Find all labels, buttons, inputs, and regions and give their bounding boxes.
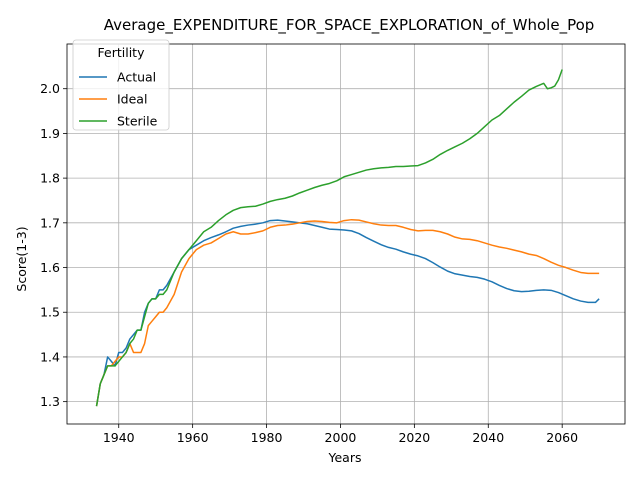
legend-label-actual: Actual — [117, 70, 156, 85]
y-tick-label: 1.7 — [40, 215, 60, 230]
series-line-ideal — [95, 218, 600, 407]
plot-frame — [66, 43, 626, 425]
legend-title: Fertility — [98, 45, 146, 60]
y-tick-label: 1.5 — [40, 305, 60, 320]
legend-label-sterile: Sterile — [117, 114, 158, 129]
x-tick-label: 2020 — [398, 430, 430, 445]
series-layer — [95, 69, 600, 407]
series-line-actual — [95, 219, 600, 407]
y-tick-label: 1.3 — [40, 394, 60, 409]
grid-lines — [67, 44, 625, 424]
y-tick-label: 1.9 — [40, 126, 60, 141]
x-tick-label: 2000 — [325, 430, 357, 445]
x-tick-label: 1960 — [177, 430, 209, 445]
y-tick-label: 1.6 — [40, 260, 60, 275]
legend-label-ideal: Ideal — [117, 92, 147, 107]
y-tick-label: 1.4 — [40, 349, 60, 364]
x-axis: 1940 1960 1980 2000 2020 2040 2060 — [103, 424, 578, 445]
x-axis-label: Years — [328, 450, 362, 465]
series-line-sterile — [95, 69, 563, 407]
x-tick-label: 2040 — [472, 430, 504, 445]
chart-title: Average_EXPENDITURE_FOR_SPACE_EXPLORATIO… — [104, 16, 595, 35]
x-tick-label: 1940 — [103, 430, 135, 445]
y-axis-label: Score(1-3) — [14, 226, 29, 291]
x-tick-label: 1980 — [251, 430, 283, 445]
legend-box — [72, 39, 170, 131]
x-tick-label: 2060 — [546, 430, 578, 445]
y-tick-label: 2.0 — [40, 81, 60, 96]
y-tick-label: 1.8 — [40, 171, 60, 186]
y-axis: 1.3 1.4 1.5 1.6 1.7 1.8 1.9 2.0 — [40, 81, 67, 409]
legend: Fertility Actual Ideal Sterile — [72, 39, 170, 131]
